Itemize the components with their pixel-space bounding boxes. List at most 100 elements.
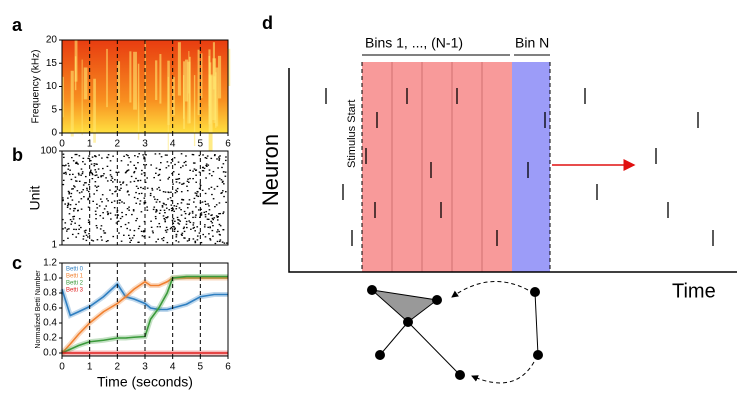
series-line (61, 282, 228, 317)
spike-dot (172, 225, 174, 228)
spike-dot (149, 192, 152, 195)
spike-dot (175, 208, 178, 210)
spike-dot (63, 172, 66, 174)
spike-dot (192, 224, 195, 226)
spike-dot (72, 218, 75, 220)
spike-dot (84, 175, 87, 178)
spike-dot (208, 188, 210, 190)
spike-dot (168, 209, 171, 211)
spike-dot (222, 211, 225, 213)
spike-dot (127, 190, 129, 192)
spike-dot (62, 153, 65, 155)
legend-entry: Betti 2 (66, 281, 84, 287)
spike-dot (71, 233, 74, 236)
spike-dot (65, 173, 67, 175)
spike-dot (83, 230, 86, 232)
spectrogram-texture (137, 63, 140, 140)
spike-dot (192, 154, 195, 156)
spike-dot (76, 162, 78, 165)
spike-dot (220, 192, 222, 194)
spike-dot (165, 226, 168, 229)
spike-dot (211, 193, 213, 196)
spike-dot (111, 193, 114, 195)
spike-dot (100, 225, 103, 227)
spike-dot (221, 192, 223, 194)
spike-dot (62, 197, 64, 199)
spike-dot (112, 155, 114, 157)
spike-dot (63, 165, 66, 167)
spike-dot (76, 190, 79, 192)
spike-dot (173, 157, 176, 159)
spike-dot (70, 178, 73, 181)
spike-dot (88, 183, 90, 186)
spike-dot (175, 178, 177, 180)
spike-dot (68, 191, 71, 194)
spike-dot (85, 229, 87, 231)
spike-dot (178, 182, 181, 184)
spike-dot (153, 206, 156, 208)
spike-dot (211, 229, 214, 232)
spike-dot (136, 197, 139, 200)
spike-dot (95, 218, 97, 220)
spike-dot (213, 217, 216, 219)
spike-dot (153, 176, 155, 179)
spike-dot (194, 216, 197, 218)
spike-dot (115, 171, 118, 173)
spike-dot (130, 175, 133, 178)
spike-dot (158, 186, 160, 189)
spike-dot (120, 184, 122, 186)
spike-dot (82, 189, 85, 191)
spike-dot (106, 165, 109, 168)
spike-dot (178, 219, 180, 221)
spike-dot (62, 183, 65, 186)
spike-dot (212, 235, 214, 237)
spike-dot (189, 169, 191, 171)
spike-dot (80, 226, 82, 229)
spike-dot (203, 211, 206, 214)
spike-dot (111, 201, 113, 204)
spike-dot (195, 206, 197, 208)
spike-dot (62, 199, 64, 201)
spike-dot (63, 156, 65, 159)
spike-dot (178, 173, 180, 175)
spike-dot (128, 194, 130, 196)
spike-dot (165, 216, 167, 219)
spike-dot (132, 210, 135, 212)
spike-dot (164, 221, 167, 223)
bins-region (362, 62, 512, 272)
spike-dot (205, 177, 207, 179)
spike-dot (133, 172, 135, 174)
spike-dot (165, 204, 167, 206)
spike-dot (200, 212, 203, 214)
spike-dot (73, 207, 75, 210)
spike-dot (168, 176, 171, 179)
spike-dot (77, 232, 80, 235)
y-tick-label: 1.0 (43, 273, 57, 284)
spike-dot (155, 241, 157, 243)
spike-dot (99, 214, 102, 217)
spike-dot (142, 187, 145, 190)
spike-dot (222, 190, 224, 192)
spike-dot (87, 198, 89, 201)
spike-dot (78, 155, 81, 157)
spike-dot (159, 226, 162, 228)
spike-dot (188, 203, 190, 205)
spike-dot (223, 195, 225, 198)
panel-label: b (12, 145, 23, 165)
spike-dot (124, 223, 127, 226)
spike-dot (205, 164, 207, 167)
spike-dot (62, 164, 64, 167)
spike-dot (69, 204, 72, 206)
spike-dot (205, 210, 208, 213)
spike-dot (102, 230, 105, 232)
spike-dot (206, 165, 208, 167)
spike-dot (77, 163, 79, 165)
spike-dot (122, 181, 125, 183)
spike-dot (121, 215, 124, 218)
spike-dot (193, 162, 196, 164)
spike-dot (196, 235, 199, 237)
spike-dot (64, 222, 67, 224)
spike-dot (146, 187, 149, 189)
spike-dot (156, 188, 159, 190)
spike-dot (154, 153, 157, 155)
